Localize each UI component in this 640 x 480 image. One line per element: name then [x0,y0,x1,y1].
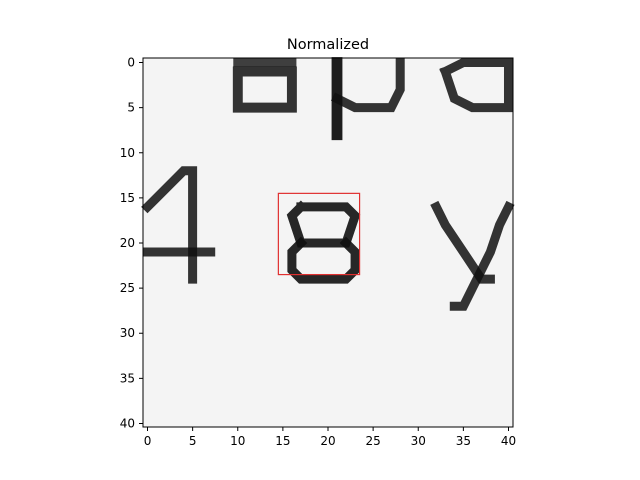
x-tick-label: 40 [501,434,516,448]
y-axis: 0 5 10 15 20 25 30 35 40 [120,56,143,430]
ink-stroke-y-right [449,200,515,311]
y-tick-label: 30 [120,326,135,340]
x-tick-label: 15 [275,434,290,448]
y-tick-label: 40 [120,416,135,430]
highlight-box [277,192,361,276]
ink-stroke-s [232,66,297,113]
x-tick-label: 20 [320,434,335,448]
x-axis: 0 5 10 15 20 25 30 35 40 [144,427,516,448]
y-tick-label: 0 [127,56,135,70]
image-area [141,57,515,428]
x-tick-label: 35 [456,434,471,448]
y-tick-label: 15 [120,191,135,205]
y-tick-label: 10 [120,146,135,160]
x-tick-label: 25 [365,434,380,448]
y-tick-label: 25 [120,281,135,295]
x-tick-label: 0 [144,434,152,448]
figure-title: Normalized [287,37,369,53]
y-tick-label: 20 [120,236,135,250]
y-tick-label: 5 [127,101,135,115]
ink-stroke-8-bottom [287,236,360,284]
ink-stroke-o [439,57,514,113]
ink-strokes [141,57,515,311]
ink-stroke-y-left [430,200,495,284]
y-tick-label: 35 [120,371,135,385]
x-tick-label: 10 [230,434,245,448]
x-tick-label: 30 [411,434,426,448]
ink-stroke-4-diag [141,166,198,284]
ink-stroke-p-bowl [330,57,405,113]
x-tick-label: 5 [189,434,197,448]
